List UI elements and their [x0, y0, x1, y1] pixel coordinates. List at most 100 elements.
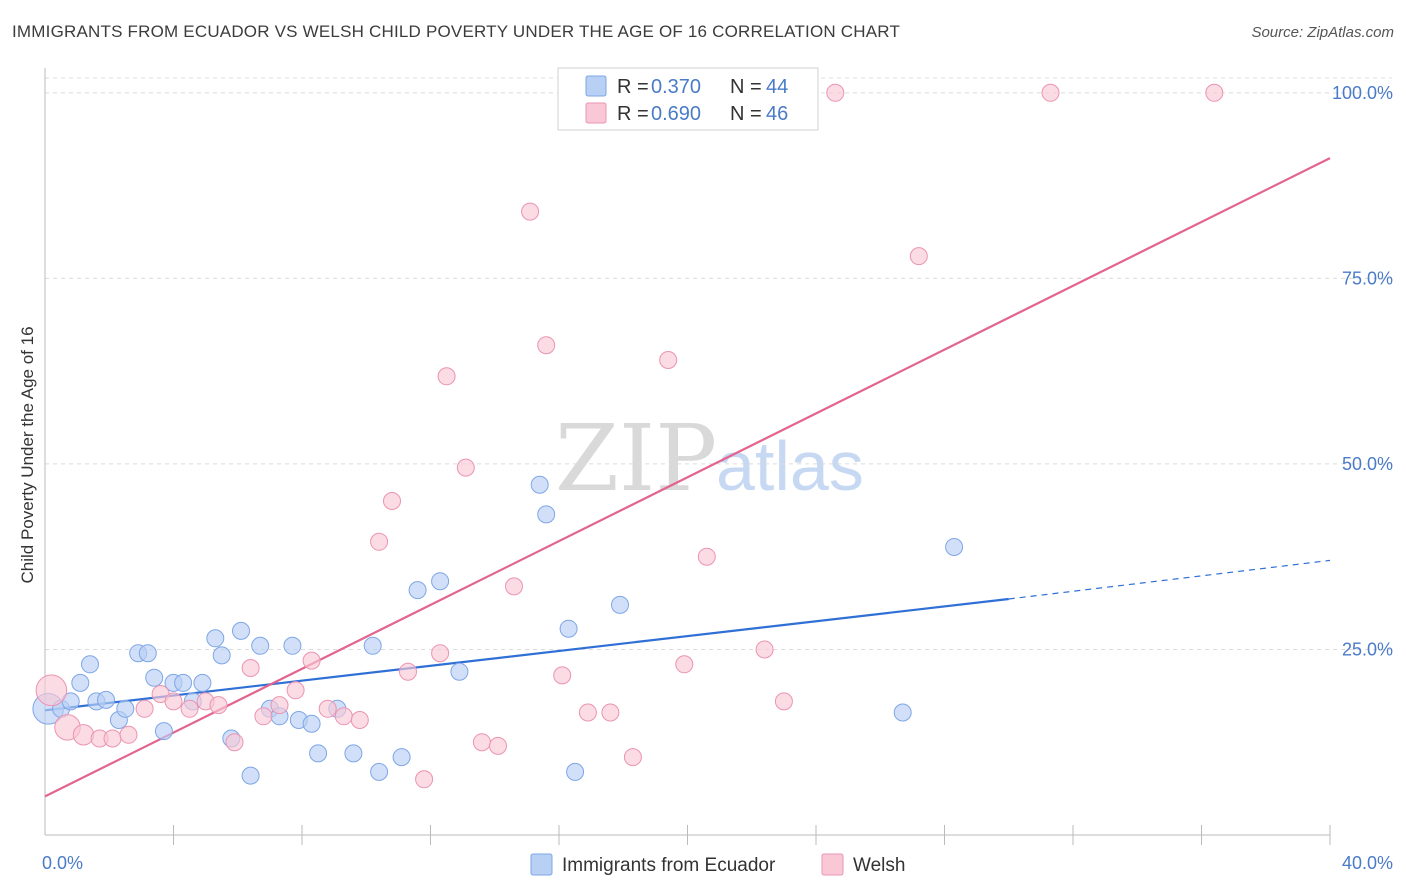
point-welsh-32 — [537, 336, 556, 355]
point-welsh-6 — [135, 699, 154, 718]
point-ecuador-37 — [530, 475, 549, 494]
y-tick-label-25: 25.0% — [1342, 639, 1393, 659]
watermark: ZIP atlas — [555, 405, 864, 512]
point-ecuador-11 — [145, 668, 164, 687]
point-welsh-27 — [456, 458, 475, 477]
point-welsh-24 — [415, 770, 434, 789]
point-welsh-33 — [553, 666, 572, 685]
y-axis-title: Child Poverty Under the Age of 16 — [18, 326, 37, 583]
point-ecuador-40 — [566, 762, 585, 781]
point-welsh-15 — [270, 696, 289, 715]
legend-n-label-welsh: N = — [730, 103, 762, 125]
gridlines — [45, 77, 1392, 650]
point-ecuador-38 — [537, 505, 556, 524]
point-ecuador-14 — [174, 673, 193, 692]
watermark-zip: ZIP — [555, 405, 717, 512]
point-welsh-38 — [675, 655, 694, 674]
trend-lines — [44, 157, 1331, 798]
legend-n-label-ecuador: N = — [730, 76, 762, 98]
point-welsh-23 — [399, 662, 417, 681]
point-welsh-43 — [909, 247, 928, 266]
bottom-legend-label-welsh: Welsh — [853, 855, 905, 876]
bottom-legend-swatch-ecuador — [530, 853, 553, 876]
point-welsh-39 — [697, 547, 716, 566]
legend-r-value-welsh: 0.690 — [651, 103, 701, 125]
point-ecuador-6 — [97, 690, 115, 709]
bottom-legend-label-ecuador: Immigrants from Ecuador — [562, 855, 776, 876]
point-ecuador-34 — [408, 581, 427, 600]
point-welsh-26 — [437, 367, 456, 386]
point-welsh-8 — [164, 692, 183, 711]
legend-r-label-ecuador: R = — [617, 76, 649, 98]
tick-labels: 25.0% 50.0% 75.0% 100.0% 0.0% 40.0% — [42, 83, 1393, 873]
point-welsh-16 — [286, 681, 305, 700]
trend-line-ecuador-extension — [1008, 559, 1331, 600]
point-welsh-40 — [755, 640, 774, 659]
point-ecuador-20 — [232, 621, 250, 640]
source-label: Source: ZipAtlas.com — [1251, 24, 1394, 41]
point-welsh-9 — [180, 699, 199, 718]
point-ecuador-3 — [71, 673, 90, 692]
data-points — [32, 83, 1224, 789]
legend-swatch-ecuador — [585, 75, 607, 97]
point-welsh-45 — [1205, 83, 1224, 102]
point-welsh-30 — [505, 577, 523, 596]
point-welsh-20 — [350, 711, 369, 729]
point-welsh-2 — [72, 724, 95, 746]
point-welsh-17 — [302, 651, 321, 670]
point-welsh-22 — [383, 492, 401, 510]
x-tick-label-max: 40.0% — [1342, 853, 1393, 873]
y-tick-label-100: 100.0% — [1332, 83, 1393, 103]
point-ecuador-28 — [309, 744, 328, 763]
point-welsh-14 — [254, 707, 273, 726]
point-ecuador-25 — [283, 636, 302, 655]
point-ecuador-32 — [370, 762, 389, 781]
point-ecuador-33 — [392, 748, 411, 767]
point-ecuador-27 — [302, 714, 321, 733]
point-welsh-25 — [431, 644, 450, 663]
point-ecuador-30 — [344, 744, 363, 763]
bottom-legend-swatch-welsh — [821, 853, 844, 876]
point-welsh-19 — [334, 707, 353, 726]
point-ecuador-21 — [241, 766, 260, 785]
point-ecuador-43 — [945, 538, 964, 556]
legend-r-value-ecuador: 0.370 — [651, 76, 701, 98]
point-welsh-28 — [472, 733, 491, 752]
point-ecuador-22 — [251, 636, 270, 655]
point-ecuador-39 — [559, 619, 578, 638]
point-ecuador-10 — [138, 644, 157, 663]
legend-r-label-welsh: R = — [617, 103, 649, 125]
legend-n-value-ecuador: 44 — [766, 76, 788, 98]
point-welsh-37 — [659, 351, 678, 369]
point-ecuador-35 — [431, 572, 450, 591]
legend-n-value-welsh: 46 — [766, 103, 788, 125]
chart-title: IMMIGRANTS FROM ECUADOR VS WELSH CHILD P… — [12, 22, 901, 41]
point-ecuador-8 — [116, 699, 135, 718]
point-welsh-13 — [241, 659, 260, 677]
point-ecuador-36 — [450, 662, 469, 681]
legend-swatch-welsh — [585, 102, 607, 124]
point-ecuador-17 — [206, 629, 225, 648]
point-welsh-18 — [318, 699, 337, 718]
point-welsh-34 — [578, 703, 597, 722]
point-ecuador-4 — [81, 655, 99, 674]
point-welsh-36 — [623, 748, 642, 767]
point-welsh-0 — [35, 674, 68, 707]
point-ecuador-42 — [893, 703, 912, 722]
point-welsh-5 — [119, 725, 138, 744]
trend-line-welsh — [44, 157, 1331, 798]
x-tick-label-min: 0.0% — [42, 853, 83, 873]
point-ecuador-18 — [212, 646, 231, 665]
point-welsh-35 — [601, 703, 620, 722]
watermark-atlas: atlas — [716, 427, 864, 505]
y-tick-label-50: 50.0% — [1342, 454, 1393, 474]
point-welsh-4 — [103, 729, 122, 748]
point-welsh-21 — [370, 532, 389, 551]
series-legend: Immigrants from Ecuador Welsh — [530, 853, 905, 876]
trend-line-ecuador — [44, 597, 1009, 712]
point-welsh-41 — [774, 692, 793, 711]
point-ecuador-12 — [154, 722, 173, 741]
point-welsh-12 — [225, 733, 244, 752]
point-welsh-31 — [521, 202, 540, 221]
